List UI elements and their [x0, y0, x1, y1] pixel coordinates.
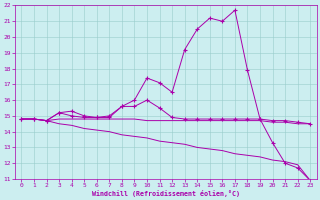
- X-axis label: Windchill (Refroidissement éolien,°C): Windchill (Refroidissement éolien,°C): [92, 190, 240, 197]
